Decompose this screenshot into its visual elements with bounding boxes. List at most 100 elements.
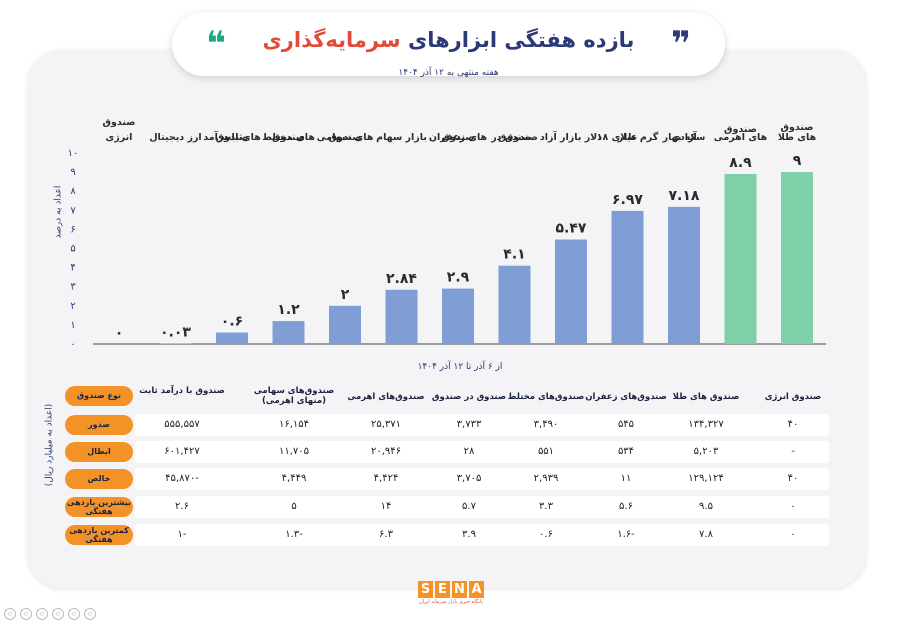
- table-row: کمترین بازدهی هفتگی ۰ ۷.۸ -۱.۶ ۰.۶ ۳.۹ ۶.۳ -۱.۳…: [65, 524, 829, 546]
- table-column-header: صندوق های طلا: [672, 392, 740, 402]
- y-tick-label: ۵: [70, 244, 75, 255]
- table-cell: ۱۱,۷۰۵: [278, 446, 310, 457]
- table-column-header: صندوق با درآمد ثابت: [139, 386, 225, 396]
- category-label: انرژی: [106, 132, 133, 143]
- table-column-header: صندوق‌های مختلط: [507, 392, 585, 402]
- bar: [611, 210, 644, 344]
- quote-open-icon: ❞: [671, 24, 691, 64]
- table-cell: ۶.۳: [379, 529, 393, 540]
- instagram-icon[interactable]: ○: [4, 608, 16, 620]
- data-label: ۱.۲: [277, 302, 300, 318]
- category-label: های زعفران: [429, 132, 488, 143]
- table-cell: ۱۲۹,۱۲۴: [688, 473, 724, 484]
- table-cell: ۵: [291, 501, 297, 512]
- category-label: سکه بهار: [662, 132, 706, 143]
- data-label: ۲: [341, 287, 350, 303]
- table-cell: ۲۰,۹۴۶: [370, 446, 402, 457]
- table-header-label: نوع صندوق: [65, 386, 133, 406]
- table-row: صدور ۴۰ ۱۳۴,۳۲۷ ۵۴۵ ۳,۴۹۰ ۳,۷۳۳ ۲۵,۳۷۱ ۱۶,۱۵۴ ۵۵…: [65, 414, 829, 436]
- y-tick-label: ۱۰: [68, 148, 79, 159]
- bar: [555, 239, 587, 344]
- bar: [216, 332, 248, 344]
- table-cell: ۳,۷۳۳: [456, 419, 482, 430]
- title-part-1: بازده هفتگی ابزارهای: [407, 28, 635, 52]
- data-label: ۹: [793, 153, 802, 169]
- data-label: ۰.۰۳: [160, 324, 191, 340]
- telegram-icon[interactable]: ○: [20, 608, 32, 620]
- bar: [442, 288, 474, 344]
- bar: [498, 265, 531, 344]
- data-label: ۵.۴۷: [556, 221, 587, 237]
- table-unit-label: (اعداد به میلیارد ریال): [44, 403, 55, 487]
- category-label: آزادی: [671, 130, 697, 143]
- table-cell: ۴۰: [787, 473, 799, 484]
- social-icons: ○ ○ ○ ○ ○ ○: [4, 608, 96, 620]
- category-label: صندوق در: [490, 132, 538, 143]
- bar: [329, 305, 361, 344]
- row-background: [135, 414, 829, 436]
- y-axis-label: اعداد به درصد: [53, 185, 64, 239]
- table-cell: ۵۳۴: [617, 446, 635, 457]
- aparat-icon[interactable]: ○: [84, 608, 96, 620]
- table-cell: ۲,۹۳۹: [533, 473, 559, 484]
- row-background: [135, 524, 829, 546]
- table-cell: ۷.۸: [699, 529, 713, 540]
- category-label: صندوق: [781, 122, 814, 133]
- table-cell: ۴,۴۴۹: [281, 473, 307, 484]
- table-column-header: صندوق‌های سهامی (منهای اهرمی): [253, 386, 335, 406]
- table-column-header: صندوق‌های زعفران: [585, 392, 667, 402]
- category-label: ارز دیجیتال: [149, 132, 201, 143]
- linkedin-icon[interactable]: ○: [68, 608, 80, 620]
- y-tick-label: ۳: [70, 282, 76, 293]
- y-tick-label: ۰: [70, 339, 75, 350]
- category-label: دلار بازار آزاد: [540, 130, 602, 143]
- table-cell: ۲۵,۳۷۱: [370, 419, 402, 430]
- category-label: صندوق: [329, 132, 362, 143]
- category-label: صندوق: [272, 132, 305, 143]
- data-label: ۶.۹۷: [612, 192, 643, 208]
- x-axis-label: از ۶ آذر تا ۱۲ آذر ۱۴۰۴: [417, 362, 503, 372]
- y-tick-label: ۲: [70, 301, 75, 312]
- table-cell: ۴,۴۲۴: [373, 473, 399, 484]
- table-cell: -: [791, 446, 795, 457]
- table-cell: ۵.۷: [462, 501, 476, 512]
- page-title: بازده هفتگی ابزارهای سرمایه‌گذاری: [172, 28, 725, 52]
- data-label: ۲.۹: [447, 270, 470, 286]
- logo-letter: E: [435, 581, 450, 598]
- table-cell: ۱۳۴,۳۲۷: [688, 419, 724, 430]
- row-label: ابطال: [65, 442, 133, 462]
- logo-letter: N: [452, 581, 467, 598]
- title-banner: ❞ بازده هفتگی ابزارهای سرمایه‌گذاری ❝ هف…: [172, 12, 725, 78]
- table-cell: ۵۵۵,۵۵۷: [164, 419, 200, 430]
- table-cell: ۳,۴۹۰: [533, 419, 559, 430]
- category-label: صندوق: [498, 132, 531, 143]
- table-cell: -۱: [177, 529, 187, 540]
- row-background: [135, 468, 829, 490]
- web-icon[interactable]: ○: [52, 608, 64, 620]
- category-label: های مختلط: [262, 132, 315, 143]
- row-background: [135, 496, 829, 518]
- y-tick-label: ۶: [70, 224, 75, 235]
- category-label: های طلا: [778, 132, 817, 143]
- table-row: خالص ۴۰ ۱۲۹,۱۲۴ ۱۱ ۲,۹۳۹ ۳,۷۰۵ ۴,۴۲۴ ۴,۴۴۹ -۴۵,۸…: [65, 468, 829, 490]
- row-label: صدور: [65, 415, 133, 435]
- table-cell: ۰.۶: [539, 529, 553, 540]
- category-label: های با درآمد: [203, 130, 261, 143]
- table-cell: ۳.۹: [462, 529, 476, 540]
- title-part-2: سرمایه‌گذاری: [262, 28, 401, 52]
- logo-letter: S: [418, 581, 433, 598]
- data-label: ۰.۶: [221, 314, 243, 330]
- bar: [781, 172, 813, 344]
- table-cell: ۲۸: [463, 446, 475, 457]
- logo-letter: A: [469, 581, 484, 598]
- twitter-icon[interactable]: ○: [36, 608, 48, 620]
- category-label: گرم طلای ۱۸: [597, 131, 659, 143]
- table-cell: ۰: [790, 529, 796, 540]
- table-cell: ۹.۵: [699, 501, 713, 512]
- table-cell: ۵۴۵: [617, 419, 635, 430]
- table-cell: ۲.۶: [175, 501, 189, 512]
- table-column-header: صندوق در صندوق: [431, 392, 507, 402]
- category-label: صندوق: [442, 132, 475, 143]
- y-tick-label: ۱: [70, 320, 75, 331]
- bar: [724, 174, 757, 344]
